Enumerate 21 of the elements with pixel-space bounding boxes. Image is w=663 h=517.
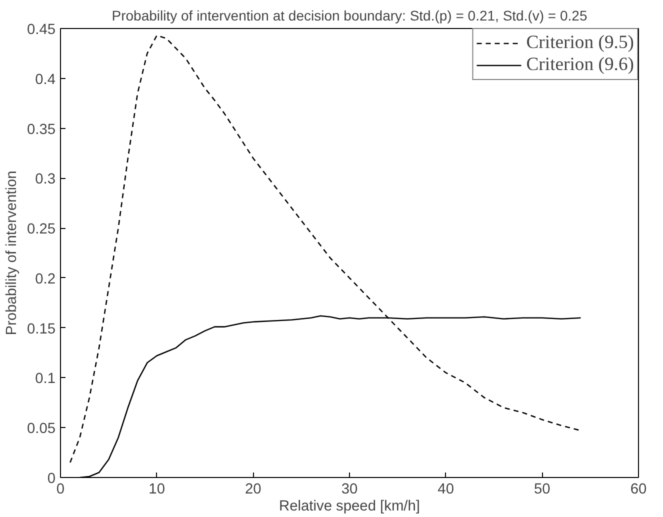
x-tick-label: 30 [341,482,358,498]
legend-label: Criterion (9.6) [526,54,634,76]
x-tick-label: 40 [438,482,454,498]
y-tick-label: 0 [47,471,56,487]
y-tick-label: 0.35 [26,122,56,138]
y-tick-label: 0.25 [26,222,56,238]
chart-title: Probability of intervention at decision boundary: Std.(p) = 0.21, Std.(v) = 0.25 [112,8,588,24]
y-tick-label: 0.4 [35,72,56,88]
y-tick-label: 0.2 [35,271,56,288]
x-tick-label: 50 [534,482,550,498]
y-tick-label: 0.3 [35,172,56,188]
y-axis-title: Probability of intervention [4,170,20,336]
y-tick-label: 0.05 [26,421,56,438]
x-tick-label: 20 [245,482,262,498]
y-tick-label: 0.1 [35,371,56,388]
x-tick-label: 60 [630,482,647,498]
x-axis-title: Relative speed [km/h] [279,498,420,514]
legend-label: Criterion (9.5) [526,32,634,54]
x-tick-label: 10 [148,482,165,498]
y-tick-label: 0.15 [26,321,56,338]
y-tick-label: 0.45 [26,22,56,38]
